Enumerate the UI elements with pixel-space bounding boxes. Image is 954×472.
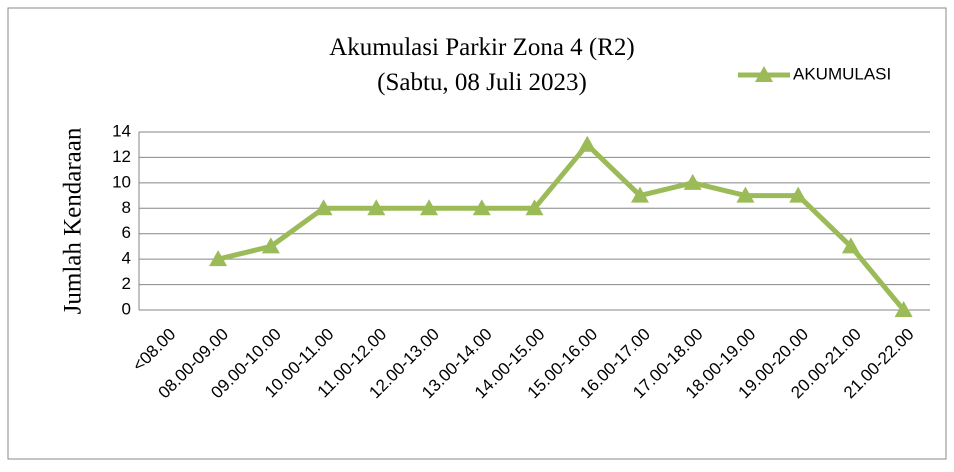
point-marker <box>789 186 808 203</box>
series-line <box>217 142 906 312</box>
point-marker <box>841 237 860 254</box>
y-tick-label: 0 <box>122 299 131 318</box>
point-marker <box>525 199 544 216</box>
point-marker <box>630 186 649 203</box>
y-tick-label: 4 <box>122 249 131 268</box>
point-marker <box>894 301 913 317</box>
point-marker <box>261 237 280 254</box>
point-marker <box>420 199 439 216</box>
point-marker <box>367 199 386 216</box>
legend-label: AKUMULASI <box>793 64 891 83</box>
y-tick-label: 10 <box>112 172 131 191</box>
point-marker <box>736 186 755 203</box>
point-marker <box>209 250 228 267</box>
legend-marker <box>755 66 773 82</box>
point-marker <box>578 135 597 152</box>
point-marker <box>683 173 702 190</box>
y-tick-label: 2 <box>122 274 131 293</box>
y-tick-label: 8 <box>122 198 131 217</box>
point-marker <box>314 199 333 216</box>
y-tick-label: 12 <box>112 147 131 166</box>
y-tick-label: 6 <box>122 223 131 242</box>
chart-title: Akumulasi Parkir Zona 4 (R2) <box>329 34 635 61</box>
point-marker <box>472 199 491 216</box>
chart-subtitle: (Sabtu, 08 Juli 2023) <box>377 69 587 96</box>
y-tick-label: 14 <box>112 121 131 140</box>
y-axis-label: Jumlah Kendaraan <box>60 127 87 314</box>
